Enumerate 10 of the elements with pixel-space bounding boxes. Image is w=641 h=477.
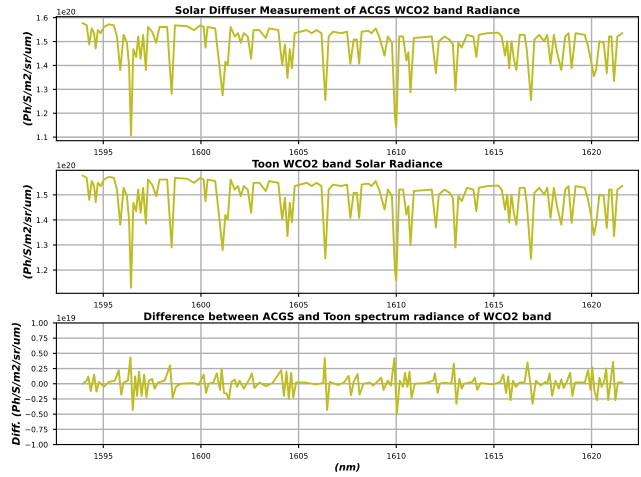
chart-title: Difference between ACGS and Toon spectrum radiance of WCO2 band <box>144 312 551 322</box>
y-axis-title: (Ph/S/m2/sr/um) <box>23 32 32 126</box>
y-axis-title: (Ph/S/m2/sr/um) <box>23 185 32 279</box>
line-series <box>82 174 624 289</box>
y-axis-title: Diff. (Ph/S/m2/sr/um) <box>12 323 22 446</box>
chart-title: Solar Diffuser Measurement of ACGS WCO2 band Radiance <box>176 6 520 14</box>
line-series <box>82 356 624 416</box>
chart-title: Toon WCO2 band Solar Radiance <box>252 160 442 168</box>
x-axis-title: (nm) <box>335 463 360 472</box>
line-series <box>82 22 624 136</box>
